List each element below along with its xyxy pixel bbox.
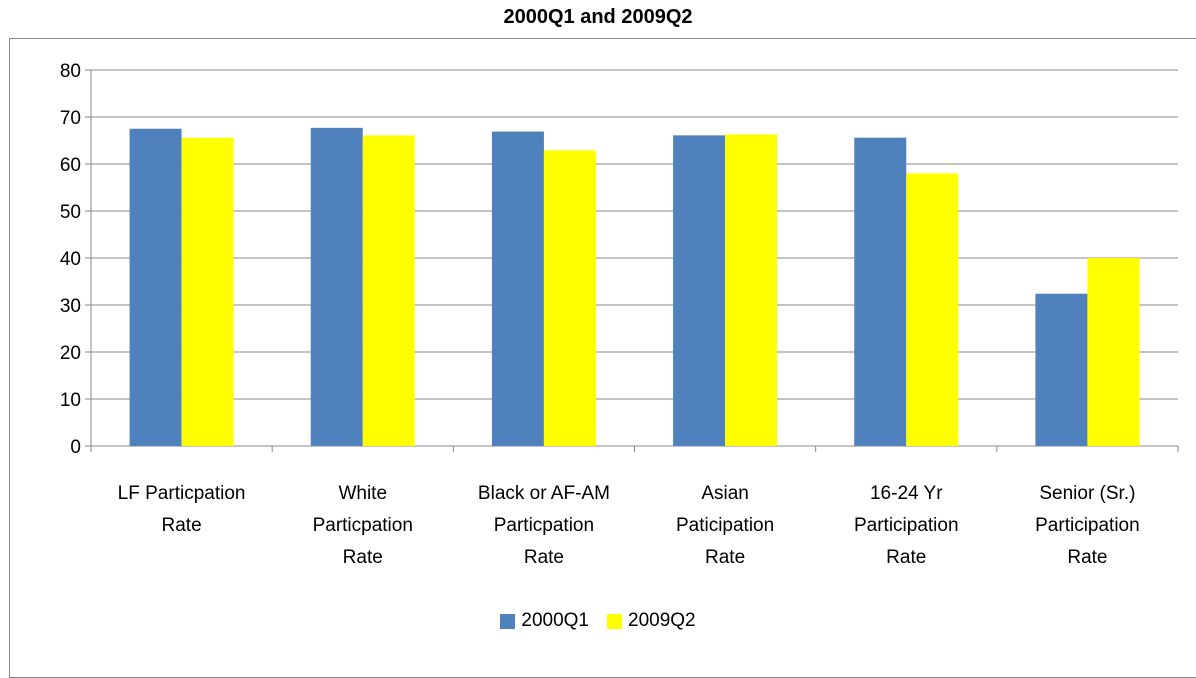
x-tick-label: White Particpation Rate [313,483,413,568]
bar-2009Q2-1 [181,137,234,446]
y-tick-label: 20 [60,343,81,364]
bar-2009Q2-4 [725,134,778,446]
chart-plot-area: 0 10 20 30 40 50 60 70 80 LF Particpation Rate Whit… [60,61,1179,568]
y-tick-label: 70 [60,108,81,129]
bar-2000Q1-5 [854,137,907,446]
y-tick-label: 40 [60,249,81,270]
y-tick-label: 10 [60,390,81,411]
y-tick-label: 0 [70,437,81,458]
y-tick-label: 60 [60,155,81,176]
bar-2000Q1-2 [310,127,363,446]
legend-label-series-2: 2009Q2 [628,610,696,631]
bar-2000Q1-6 [1035,293,1088,446]
bar-2009Q2-3 [543,150,596,446]
x-tick-label: Senior (Sr.) Participation Rate [1035,483,1140,568]
y-tick-label: 30 [60,296,81,317]
legend-swatch-series-1 [500,613,516,629]
bar-2009Q2-5 [906,173,959,446]
bar-2009Q2-2 [362,135,415,446]
chart-title: 2000Q1 and 2009Q2 [503,6,693,28]
bar-2000Q1-1 [129,128,182,446]
legend-item-series-2: 2009Q2 [607,610,696,632]
legend-item-series-1: 2000Q1 [500,610,589,632]
x-tick-label: LF Particpation Rate [118,483,246,536]
y-tick-label: 80 [60,61,81,82]
chart-legend: 2000Q1 2009Q2 [0,610,1196,632]
bar-2000Q1-4 [673,135,726,446]
bar-2009Q2-6 [1087,258,1140,446]
legend-label-series-1: 2000Q1 [521,610,589,631]
x-tick-label: Asian Paticipation Rate [676,483,774,568]
bar-2000Q1-3 [491,131,544,446]
y-tick-label: 50 [60,202,81,223]
legend-swatch-series-2 [607,613,622,629]
x-tick-label: 16-24 Yr Participation Rate [854,483,959,568]
x-tick-label: Black or AF-AM Particpation Rate [478,483,610,568]
